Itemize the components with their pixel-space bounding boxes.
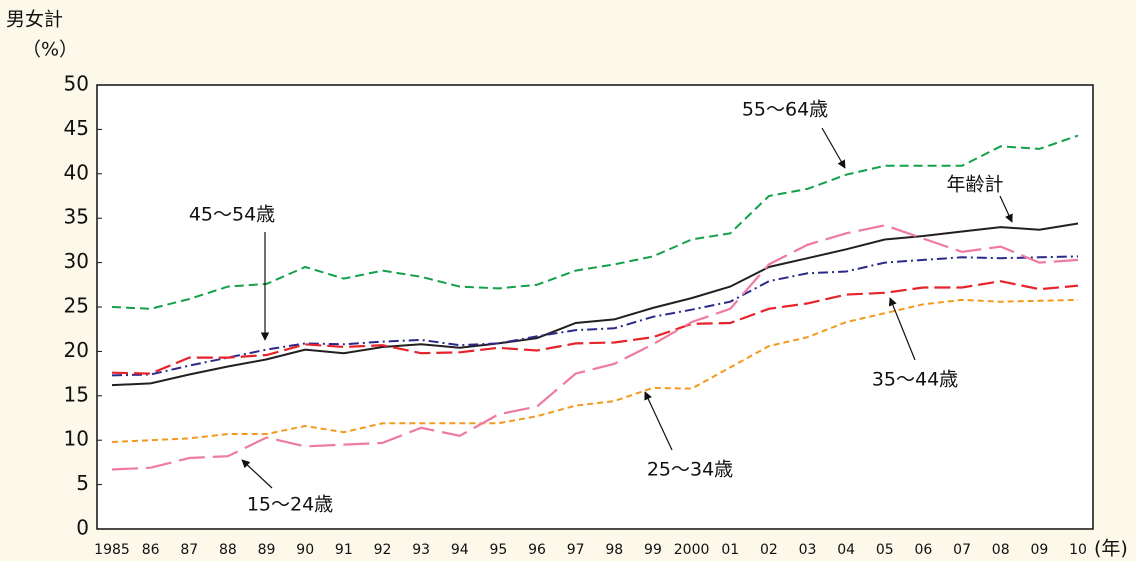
y-tick-label: 50 [64,72,89,96]
series-line [111,134,1079,310]
series-label: 45〜54歳 [189,204,275,226]
y-tick-label: 25 [64,294,89,318]
x-unit: (年) [1094,538,1128,560]
y-tick-label: 30 [64,249,89,273]
x-tick-label: 05 [876,542,894,558]
y-tick-label: 15 [64,382,89,406]
label-arrow [888,297,916,361]
series-label: 55〜64歳 [742,99,828,121]
x-tick-label: 97 [567,542,585,558]
y-tick-label: 5 [76,471,89,495]
y-tick-label: 10 [64,427,89,451]
x-tick-label: 2000 [674,542,710,558]
y-tick-label: 0 [76,516,89,540]
x-tick-label: 90 [296,542,314,558]
x-tick-label: 93 [412,542,430,558]
y-tick-label: 20 [64,338,89,362]
y-unit: （%） [22,39,78,61]
y-label: 男女計 [6,9,63,31]
x-tick-label: 07 [953,542,971,558]
label-arrow [644,391,673,451]
series-label: 25〜34歳 [647,459,733,481]
x-tick-label: 89 [258,542,276,558]
x-tick-label: 1985 [94,542,130,558]
series-line [111,298,1079,443]
label-arrow [821,127,846,169]
x-tick-label: 04 [837,542,855,558]
x-tick-label: 03 [799,542,817,558]
x-tick-label: 87 [180,542,198,558]
x-tick-label: 06 [915,542,933,558]
series-label: 15〜24歳 [247,494,333,516]
x-tick-label: 01 [721,542,739,558]
x-tick-label: 96 [528,542,546,558]
x-tick-label: 10 [1069,542,1087,558]
series-line [111,255,1079,377]
x-tick-label: 95 [489,542,507,558]
series-line [111,224,1079,471]
plot-area [96,84,1094,530]
x-tick-label: 91 [335,542,353,558]
series-label: 35〜44歳 [872,369,958,391]
x-tick-label: 99 [644,542,662,558]
x-tick-label: 08 [992,542,1010,558]
x-tick-label: 02 [760,542,778,558]
series-line [111,222,1079,387]
y-tick-label: 45 [64,116,89,140]
x-tick-label: 98 [605,542,623,558]
y-tick-label: 35 [64,205,89,229]
x-tick-label: 88 [219,542,237,558]
y-tick-label: 40 [64,160,89,184]
series-line [111,280,1079,375]
series-label: 年齢計 [946,174,1003,196]
x-tick-label: 09 [1030,542,1048,558]
x-tick-label: 94 [451,542,469,558]
label-arrow [999,195,1013,223]
x-tick-label: 92 [374,542,392,558]
x-tick-label: 86 [142,542,160,558]
label-arrow [241,459,273,489]
